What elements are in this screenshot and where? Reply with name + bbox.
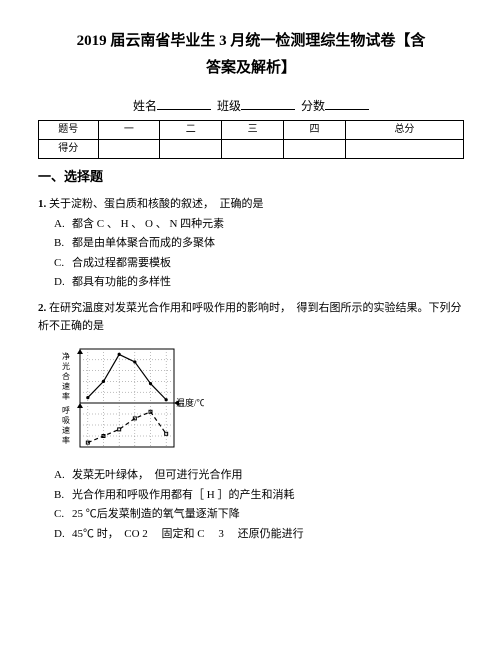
svg-text:吸: 吸 [62,416,70,425]
q2-num: 2. [38,302,46,314]
name-blank[interactable] [157,96,211,110]
svg-text:温度/℃: 温度/℃ [176,397,204,408]
q1-optC-l: C. [54,255,72,273]
svg-text:率: 率 [62,435,70,445]
q1-optB-l: B. [54,235,72,253]
svg-text:净: 净 [62,351,70,361]
th-2: 二 [160,121,222,140]
td-3[interactable] [222,140,284,159]
svg-text:率: 率 [62,391,70,401]
class-label: 班级 [217,99,241,113]
th-4: 四 [284,121,346,140]
q2-optD-t: 45℃ 时， CO 2 固定和 C 3 还原仍能进行 [72,528,304,540]
score-blank[interactable] [325,96,369,110]
question-2: 2. 在研究温度对发菜光合作用和呼吸作用的影响时， 得到右图所示的实验结果。下列… [38,300,464,544]
td-1[interactable] [98,140,160,159]
svg-text:光: 光 [62,361,70,371]
svg-text:速: 速 [62,382,70,391]
name-label: 姓名 [133,99,157,113]
svg-text:呼: 呼 [62,405,70,415]
td-0: 得分 [39,140,99,159]
section-heading: 一、选择题 [38,167,464,188]
th-1: 一 [98,121,160,140]
q2-optD-l: D. [54,526,72,544]
q2-stem: 在研究温度对发菜光合作用和呼吸作用的影响时， 得到右图所示的实验结果。下列分析不… [38,302,462,332]
score-label: 分数 [301,99,325,113]
question-1: 1. 关于淀粉、蛋白质和核酸的叙述， 正确的是 A.都含 C 、 H 、 O 、… [38,196,464,292]
table-row: 题号 一 二 三 四 总分 [39,121,464,140]
q1-optB-t: 都是由单体聚合而成的多聚体 [72,237,215,249]
q2-optC-t: 25 ℃后发菜制造的氧气量逐渐下降 [72,508,240,520]
td-4[interactable] [284,140,346,159]
q2-optB-l: B. [54,487,72,505]
table-row: 得分 [39,140,464,159]
q1-optA-t: 都含 C 、 H 、 O 、 N 四种元素 [72,218,224,230]
td-5[interactable] [345,140,463,159]
q2-optC-l: C. [54,506,72,524]
chart-figure: 温度/℃净光合速率呼吸速率 [54,343,204,461]
class-blank[interactable] [241,96,295,110]
q1-stem: 关于淀粉、蛋白质和核酸的叙述， 正确的是 [49,198,264,210]
td-2[interactable] [160,140,222,159]
svg-text:速: 速 [62,426,70,435]
q1-optA-l: A. [54,216,72,234]
th-0: 题号 [39,121,99,140]
svg-text:合: 合 [62,371,70,381]
q2-optA-t: 发菜无叶绿体， 但可进行光合作用 [72,469,243,481]
th-5: 总分 [345,121,463,140]
fill-row: 姓名 班级 分数 [38,96,464,116]
q2-optB-t: 光合作用和呼吸作用都有［ H ］的产生和消耗 [72,489,294,501]
q1-optD-l: D. [54,274,72,292]
title-line1: 2019 届云南省毕业生 3 月统一检测理综生物试卷【含 [38,28,464,55]
q1-optD-t: 都具有功能的多样性 [72,276,171,288]
th-3: 三 [222,121,284,140]
q1-optC-t: 合成过程都需要模板 [72,257,171,269]
title-line2: 答案及解析】 [38,55,464,82]
q2-optA-l: A. [54,467,72,485]
score-table: 题号 一 二 三 四 总分 得分 [38,120,464,159]
q1-num: 1. [38,198,46,210]
